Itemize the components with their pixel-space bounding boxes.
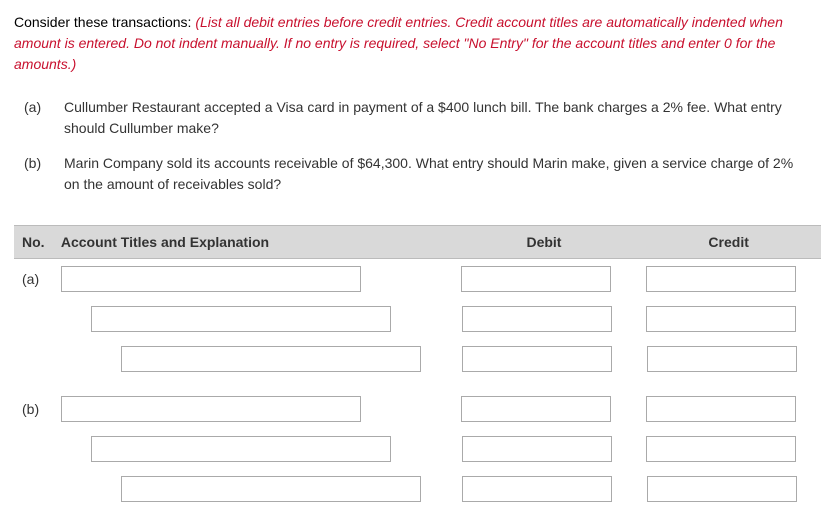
debit-input[interactable] [462,346,612,372]
scenario-label: (a) [24,97,64,139]
table-row: (a) [14,259,821,299]
account-title-input[interactable] [91,306,391,332]
instructions-lead: Consider these transactions: [14,14,195,30]
credit-input[interactable] [646,396,796,422]
header-credit: Credit [636,234,821,250]
table-row [14,469,821,509]
group-gap [14,379,821,389]
debit-input[interactable] [461,396,611,422]
journal-header: No. Account Titles and Explanation Debit… [14,225,821,259]
scenario-a: (a) Cullumber Restaurant accepted a Visa… [24,97,821,139]
header-no: No. [14,234,61,250]
debit-input[interactable] [462,476,612,502]
header-account: Account Titles and Explanation [61,234,452,250]
scenario-b: (b) Marin Company sold its accounts rece… [24,153,821,195]
header-debit: Debit [452,234,637,250]
table-row: (b) [14,389,821,429]
debit-input[interactable] [462,436,612,462]
credit-input[interactable] [647,476,797,502]
scenario-text: Cullumber Restaurant accepted a Visa car… [64,97,821,139]
instructions: Consider these transactions: (List all d… [14,12,821,75]
credit-input[interactable] [646,436,796,462]
credit-input[interactable] [647,346,797,372]
account-title-input[interactable] [121,346,421,372]
scenario-label: (b) [24,153,64,195]
table-row [14,339,821,379]
row-no: (a) [14,271,61,287]
row-no: (b) [14,401,61,417]
account-title-input[interactable] [121,476,421,502]
table-row [14,299,821,339]
table-row [14,429,821,469]
credit-input[interactable] [646,306,796,332]
account-title-input[interactable] [91,436,391,462]
account-title-input[interactable] [61,396,361,422]
debit-input[interactable] [462,306,612,332]
account-title-input[interactable] [61,266,361,292]
scenario-list: (a) Cullumber Restaurant accepted a Visa… [24,97,821,195]
debit-input[interactable] [461,266,611,292]
credit-input[interactable] [646,266,796,292]
scenario-text: Marin Company sold its accounts receivab… [64,153,821,195]
